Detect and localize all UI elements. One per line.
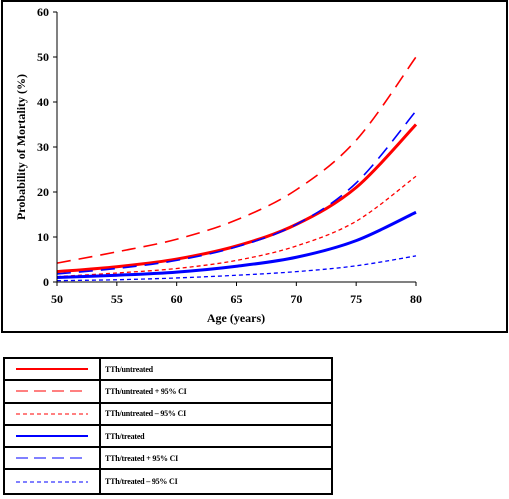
legend-label: TTh/untreated – 95% CI (105, 409, 187, 419)
legend-label: TTh/untreated + 95% CI (105, 386, 187, 396)
series-line-5 (56, 255, 417, 282)
legend-swatch (5, 403, 101, 424)
legend-table: TTh/untreated TTh/untreated + 95% CI TTh/u… (3, 357, 333, 495)
legend-swatch-line (16, 435, 88, 438)
x-ticks: 50 55 60 65 70 75 80 (51, 282, 422, 306)
legend-swatch (5, 381, 101, 402)
y-tick-label: 40 (37, 95, 49, 109)
legend-row: TTh/treated + 95% CI (5, 448, 331, 471)
x-tick-label: 50 (51, 292, 63, 306)
legend-label: TTh/treated – 95% CI (105, 477, 178, 487)
legend-swatch-line (16, 457, 88, 459)
legend-swatch-line (16, 413, 88, 415)
legend-row: TTh/untreated (5, 359, 331, 382)
series-line-4 (56, 110, 417, 275)
x-tick-label: 65 (231, 292, 243, 306)
series-line-3 (56, 210, 417, 279)
y-tick-label: 60 (37, 5, 49, 19)
y-tick-label: 50 (37, 50, 49, 64)
legend-swatch (5, 448, 101, 469)
series-line-0 (56, 123, 418, 274)
legend-row: TTh/untreated – 95% CI (5, 403, 331, 426)
y-axis-title: Probability of Mortality (%) (14, 74, 28, 220)
x-axis-title: Age (years) (207, 311, 265, 325)
legend-row: TTh/untreated + 95% CI (5, 381, 331, 404)
legend-swatch (5, 425, 101, 447)
y-tick-label: 0 (43, 275, 49, 289)
series-line-2 (56, 175, 417, 278)
y-tick-label: 30 (37, 140, 49, 154)
series-line-1 (56, 56, 417, 264)
legend-label: TTh/treated + 95% CI (105, 453, 179, 463)
y-tick-label: 20 (37, 185, 49, 199)
legend-label: TTh/untreated (105, 364, 153, 374)
legend-swatch (5, 470, 101, 493)
legend-swatch (5, 359, 101, 380)
x-tick-label: 70 (290, 292, 302, 306)
legend-row: TTh/treated (5, 425, 331, 449)
legend-swatch-line (16, 390, 88, 392)
x-tick-label: 60 (171, 292, 183, 306)
legend-row: TTh/treated – 95% CI (5, 470, 331, 493)
legend-label: TTh/treated (105, 431, 145, 441)
legend-swatch-line (16, 368, 88, 371)
plot-lines (56, 56, 418, 282)
y-ticks: 0 10 20 30 40 50 60 (37, 5, 57, 289)
mortality-chart: 50 55 60 65 70 75 80 0 10 20 30 40 50 60 Age (years)… (1, 0, 508, 333)
x-tick-label: 80 (410, 292, 422, 306)
y-tick-label: 10 (37, 230, 49, 244)
x-tick-label: 75 (350, 292, 362, 306)
x-tick-label: 55 (111, 292, 123, 306)
legend-swatch-line (16, 481, 88, 483)
